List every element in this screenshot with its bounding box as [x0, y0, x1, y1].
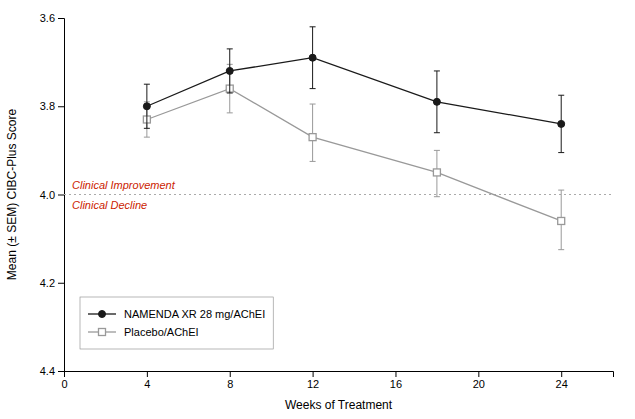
point — [143, 103, 150, 110]
x-tick-label: 4 — [144, 378, 150, 390]
x-tick-mark — [478, 371, 479, 377]
x-tick-label: 24 — [556, 378, 568, 390]
y-tick-mark — [58, 106, 64, 107]
plot-root: 0 4 8 12 16 20 24 3.6 3.8 4.0 4.2 4.4 Clinical Impro… — [40, 12, 614, 390]
error-bar-lower — [310, 27, 316, 58]
y-tick-label: 4.2 — [40, 277, 55, 289]
series-line — [147, 89, 561, 221]
y-tick-label: 3.6 — [40, 12, 55, 24]
point — [558, 217, 565, 224]
legend-swatch-marker — [99, 329, 106, 336]
y-tick-mark — [58, 283, 64, 284]
y-axis: 3.6 3.8 4.0 4.2 4.4 — [40, 12, 65, 377]
error-bar-upper — [558, 221, 564, 250]
error-bar-lower — [434, 71, 440, 102]
y-axis-title: Mean (± SEM) CIBC-Plus Score — [5, 109, 19, 281]
x-axis-line — [65, 372, 614, 378]
y-tick: 4.0 — [40, 189, 64, 201]
y-tick-mark — [58, 371, 64, 372]
x-axis-title: Weeks of Treatment — [285, 398, 393, 412]
y-tick-label: 4.4 — [40, 365, 55, 377]
x-tick-mark — [561, 371, 562, 377]
x-tick: 12 — [307, 371, 319, 390]
legend-item: Placebo/AChEI — [88, 326, 199, 338]
error-bar-lower — [310, 104, 316, 137]
point — [433, 169, 440, 176]
x-tick-mark — [147, 371, 148, 377]
y-tick: 3.6 — [40, 12, 64, 24]
x-tick: 0 — [61, 371, 67, 390]
y-tick: 4.2 — [40, 277, 64, 289]
error-bar-lower — [558, 95, 564, 124]
y-tick-label: 3.8 — [40, 100, 55, 112]
x-tick: 20 — [473, 371, 485, 390]
plot-area — [64, 27, 613, 250]
legend-frame — [80, 297, 273, 349]
y-tick-mark — [58, 195, 64, 196]
y-tick: 4.4 — [40, 365, 64, 377]
error-bar-upper — [310, 58, 316, 89]
x-tick-label: 8 — [227, 378, 233, 390]
x-tick: 4 — [144, 371, 150, 390]
annotation: Clinical Decline — [72, 199, 147, 211]
x-tick: 24 — [556, 371, 568, 390]
error-bar-upper — [558, 124, 564, 153]
legend-label: NAMENDA XR 28 mg/AChEI — [124, 308, 265, 320]
point — [309, 54, 316, 61]
reference-line — [64, 194, 613, 195]
x-axis: 0 4 8 12 16 20 24 — [61, 371, 613, 390]
x-tick-mark — [313, 371, 314, 377]
y-tick: 3.8 — [40, 100, 64, 112]
legend-item: NAMENDA XR 28 mg/AChEI — [88, 308, 265, 320]
x-tick-label: 12 — [307, 378, 319, 390]
x-tick-label: 0 — [61, 378, 67, 390]
x-tick-label: 20 — [473, 378, 485, 390]
chart: 0 4 8 12 16 20 24 3.6 3.8 4.0 4.2 4.4 Clinical Impro… — [0, 0, 635, 419]
series-line — [147, 58, 561, 124]
y-tick-mark — [58, 18, 64, 19]
x-tick: 16 — [390, 371, 402, 390]
legend: NAMENDA XR 28 mg/AChEI Placebo/AChEI — [80, 297, 273, 349]
x-tick: 8 — [227, 371, 233, 390]
legend-label: Placebo/AChEI — [124, 326, 199, 338]
point — [433, 98, 440, 105]
series — [143, 64, 564, 249]
point — [309, 134, 316, 141]
annotation: Clinical Improvement — [72, 179, 176, 191]
series — [143, 27, 564, 153]
point — [558, 120, 565, 127]
y-tick-label: 4.0 — [40, 189, 55, 201]
annotations: Clinical Improvement Clinical Decline — [72, 179, 176, 211]
x-tick-mark — [395, 371, 396, 377]
legend-swatch-marker — [99, 311, 106, 318]
x-tick-label: 16 — [390, 378, 402, 390]
error-bar-lower — [558, 190, 564, 221]
point — [226, 67, 233, 74]
y-axis-line — [58, 19, 65, 372]
x-tick-mark — [230, 371, 231, 377]
error-bar-upper — [434, 102, 440, 133]
